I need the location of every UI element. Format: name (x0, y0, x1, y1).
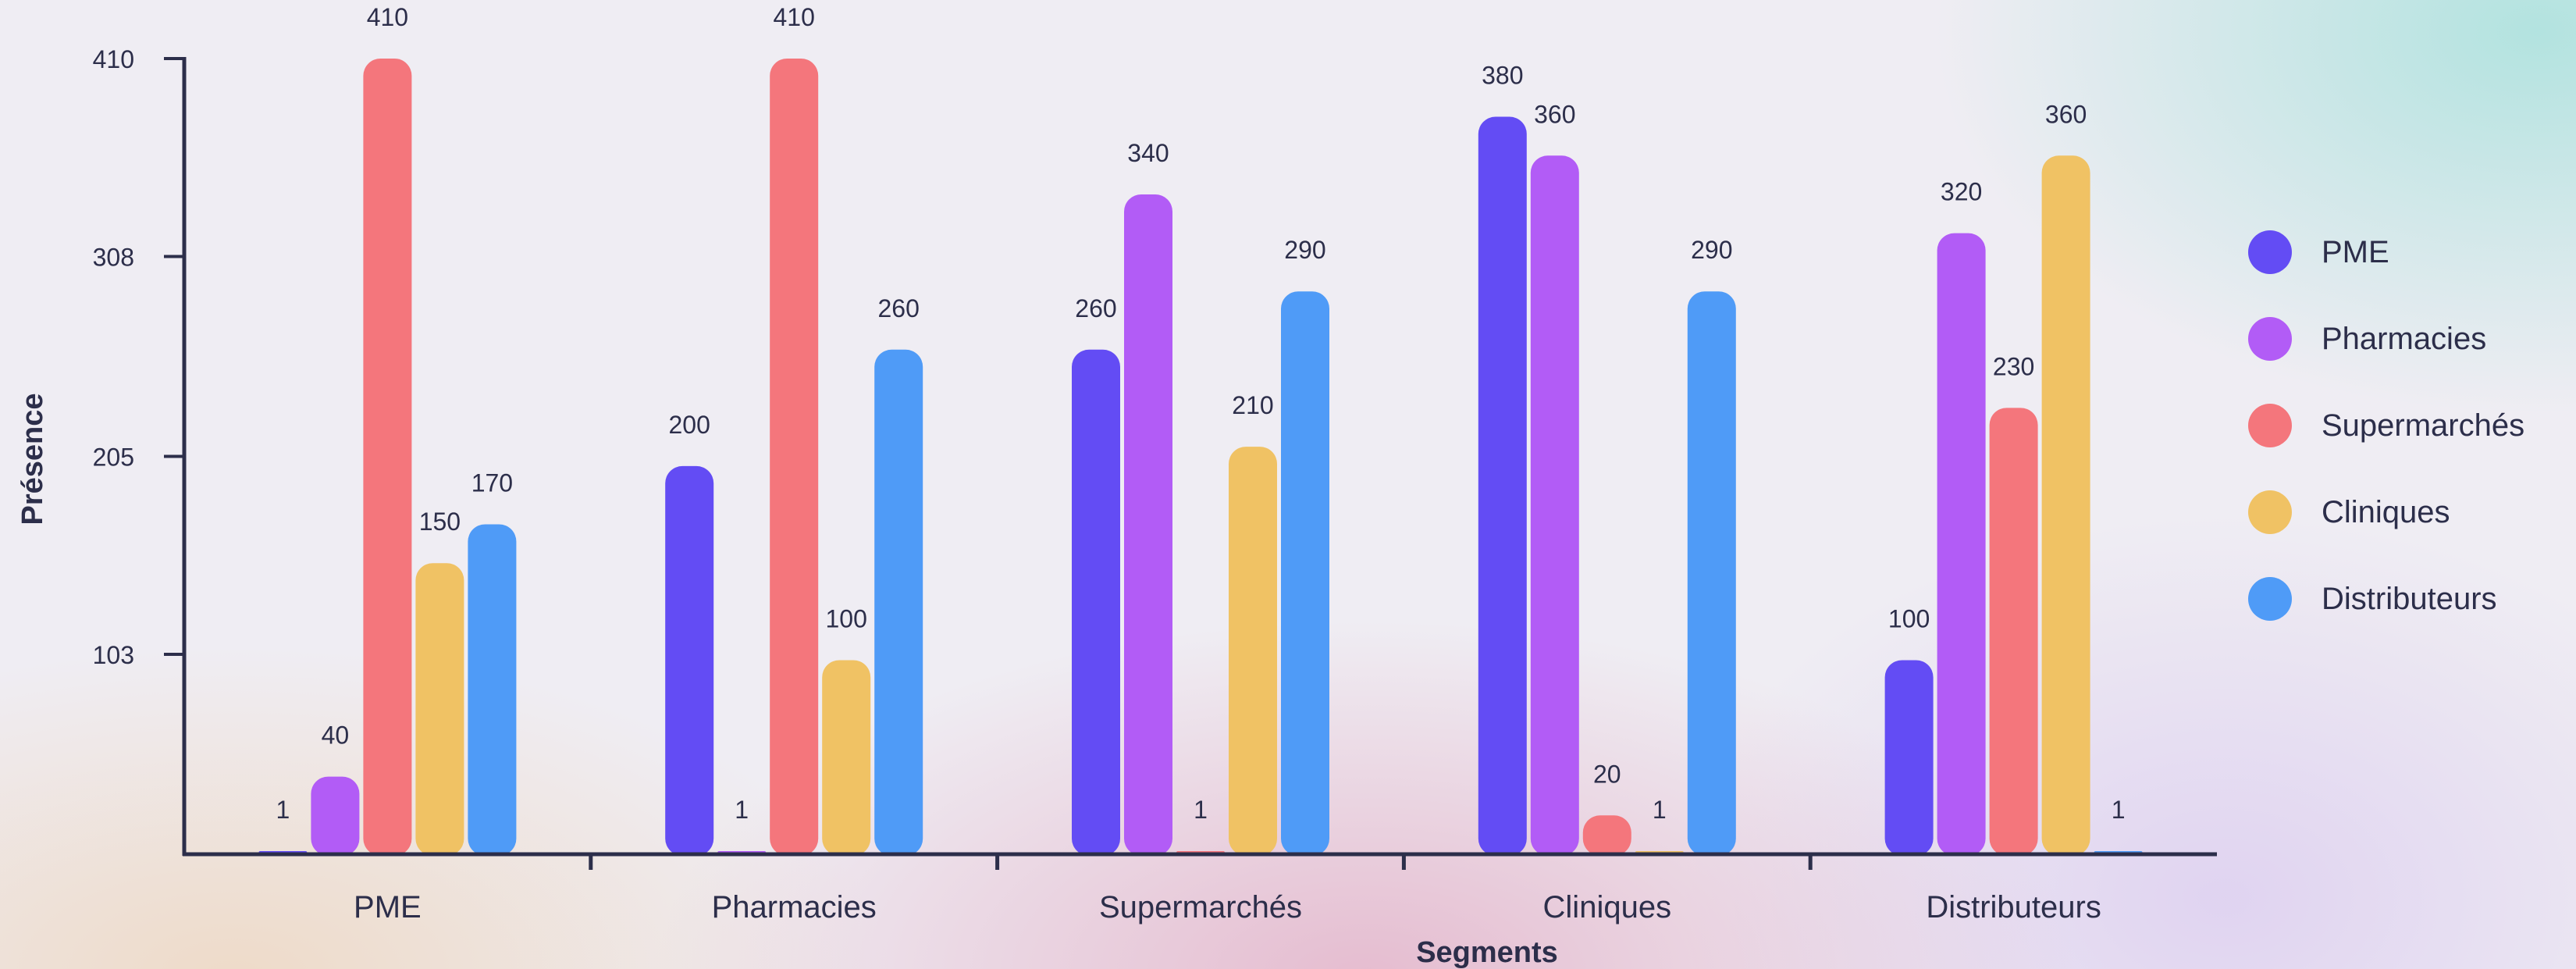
bar-value-label: 410 (774, 3, 815, 31)
bar (1582, 815, 1631, 856)
bar-value-label: 100 (1888, 604, 1930, 632)
legend-swatch (2248, 230, 2292, 274)
x-tick-label: Distributeurs (1926, 890, 2101, 924)
legend-item-pme[interactable]: PME (2248, 230, 2524, 274)
legend: PME Pharmacies Supermarchés Cliniques Di… (2248, 230, 2524, 621)
bar (665, 465, 714, 856)
legend-swatch (2248, 490, 2292, 534)
legend-label: Pharmacies (2322, 321, 2487, 356)
y-axis-title: Présence (16, 393, 49, 525)
legend-label: Cliniques (2322, 494, 2450, 529)
legend-item-cliniques[interactable]: Cliniques (2248, 490, 2524, 534)
y-tick-label: 103 (93, 641, 134, 669)
bar-marks (258, 59, 2143, 857)
bar-value-label: 20 (1593, 760, 1621, 788)
bar-value-label: 1 (1194, 796, 1208, 824)
bar (363, 59, 412, 856)
bar-value-label: 1 (276, 796, 290, 824)
bar-value-label: 1 (1653, 796, 1667, 824)
bar-value-label: 360 (2045, 100, 2087, 128)
legend-label: Supermarchés (2322, 408, 2525, 443)
x-tick-label: Supermarchés (1099, 890, 1302, 924)
bar-value-label: 260 (1075, 294, 1116, 322)
y-tick-label: 308 (93, 244, 134, 272)
bar-value-label: 230 (1993, 352, 2034, 380)
y-tick-label: 205 (93, 444, 134, 472)
legend-item-distributeurs[interactable]: Distributeurs (2248, 577, 2524, 621)
y-axis-ticks: 410 308 205 103 (93, 45, 184, 669)
bar-value-label: 150 (419, 508, 461, 536)
bar (822, 660, 871, 856)
bar-value-label: 200 (669, 411, 710, 439)
bar-value-label: 320 (1941, 178, 1982, 206)
x-tick-label: Cliniques (1543, 890, 1672, 924)
bar (1884, 660, 1934, 856)
legend-swatch (2248, 404, 2292, 447)
bar-value-label: 340 (1127, 139, 1169, 167)
bar-value-label: 210 (1232, 391, 1273, 419)
legend-swatch (2248, 577, 2292, 621)
bar (1124, 194, 1172, 857)
bar (1687, 291, 1736, 856)
legend-label: Distributeurs (2322, 581, 2497, 616)
bar-value-label: 260 (878, 294, 920, 322)
bar-data-labels: 1 40 410 150 170 200 1 410 100 260 260 340 1 210 290 38… (276, 3, 2126, 824)
bar (1229, 447, 1277, 856)
bar-value-label: 360 (1534, 100, 1575, 128)
x-tick-label: PME (354, 890, 422, 924)
bar (468, 524, 517, 856)
bar (1937, 233, 1986, 856)
legend-swatch (2248, 317, 2292, 361)
bar-value-label: 170 (471, 468, 513, 497)
x-axis-title: Segments (1416, 936, 1558, 969)
bar-value-label: 1 (735, 796, 749, 824)
bar (770, 59, 819, 856)
bar (1281, 291, 1329, 856)
bar-value-label: 380 (1482, 62, 1523, 90)
x-axis-ticks: PME Pharmacies Supermarchés Cliniques Distri… (354, 854, 2101, 924)
legend-item-supermarches[interactable]: Supermarchés (2248, 404, 2524, 447)
bar-value-label: 290 (1284, 236, 1325, 264)
legend-item-pharmacies[interactable]: Pharmacies (2248, 317, 2524, 361)
bar (2041, 155, 2090, 856)
legend-label: PME (2322, 234, 2389, 269)
bar-value-label: 100 (826, 604, 867, 632)
bar (1072, 349, 1120, 856)
bar-value-label: 290 (1691, 236, 1732, 264)
bar (1478, 116, 1527, 856)
bar-value-label: 410 (367, 3, 408, 31)
bar (1989, 408, 2038, 856)
bar (1530, 155, 1579, 856)
bar (874, 349, 923, 856)
bar-value-label: 40 (322, 721, 350, 750)
bar (415, 563, 464, 856)
y-tick-label: 410 (93, 45, 134, 73)
bar-value-label: 1 (2112, 796, 2126, 824)
bar (311, 776, 360, 856)
x-tick-label: Pharmacies (712, 890, 877, 924)
